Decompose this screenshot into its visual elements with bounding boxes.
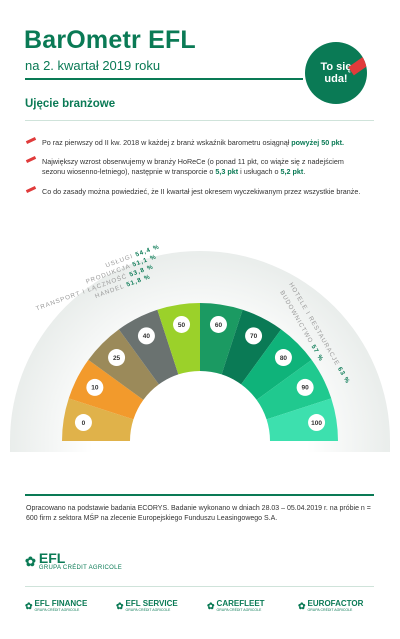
brand-sub: GRUPA CRÉDIT AGRICOLE bbox=[216, 608, 262, 612]
brand-eurofactor: ✿ EUROFACTOR GRUPA CRÉDIT AGRICOLE bbox=[298, 599, 364, 613]
brand-efl-finance: ✿ EFL FINANCE GRUPA CRÉDIT AGRICOLE bbox=[25, 599, 88, 613]
tick-bubble bbox=[245, 327, 263, 345]
gauge-segment bbox=[68, 359, 144, 420]
badge-line-2: uda! bbox=[324, 73, 348, 85]
slogan-badge: To się uda! bbox=[305, 42, 367, 104]
bullet-3-text: Co do zasady można powiedzieć, że II kwa… bbox=[42, 187, 361, 196]
brand-name: EFL FINANCE bbox=[34, 599, 88, 608]
brand-sub: GRUPA CRÉDIT AGRICOLE bbox=[125, 608, 171, 612]
gauge-segment bbox=[241, 329, 312, 400]
section-divider bbox=[25, 120, 374, 121]
brands-divider bbox=[25, 586, 374, 587]
tick-bubble bbox=[86, 378, 104, 396]
tick-bubble bbox=[308, 414, 326, 432]
credit-agricole-icon: ✿ bbox=[25, 553, 36, 569]
logo-name: EFL bbox=[38, 550, 66, 566]
gauge-segment bbox=[62, 398, 134, 441]
bullet-1-bold: powyżej 50 pkt. bbox=[291, 138, 345, 147]
tick-label: 50 bbox=[178, 322, 186, 329]
gauge-segment bbox=[200, 303, 243, 375]
credit-agricole-icon: ✿ bbox=[25, 600, 33, 611]
gauge-segments bbox=[62, 303, 338, 441]
bullet-2-end: . bbox=[303, 167, 306, 176]
brand-sub: GRUPA CRÉDIT AGRICOLE bbox=[34, 608, 80, 612]
tick-bubble bbox=[74, 414, 92, 432]
brand-carefleet: ✿ CAREFLEET GRUPA CRÉDIT AGRICOLE bbox=[207, 599, 265, 613]
brand-name: CAREFLEET bbox=[216, 599, 265, 608]
bullet-2-bold-2: 5,2 pkt bbox=[280, 167, 304, 176]
tick-bubble bbox=[173, 315, 191, 333]
bullet-marker bbox=[25, 156, 37, 163]
gauge-segment bbox=[118, 309, 179, 385]
tick-label: 70 bbox=[250, 333, 258, 340]
brand-sub: GRUPA CRÉDIT AGRICOLE bbox=[307, 608, 353, 612]
brand-efl-service: ✿ EFL SERVICE GRUPA CRÉDIT AGRICOLE bbox=[116, 599, 178, 613]
bullet-marker bbox=[25, 137, 37, 144]
header-divider bbox=[25, 78, 303, 80]
tick-label: 100 bbox=[311, 420, 322, 427]
gauge-segment bbox=[266, 398, 338, 441]
bullet-2-text: Największy wzrost obserwujemy w branży H… bbox=[42, 157, 344, 176]
brand-name: EFL SERVICE bbox=[125, 599, 178, 608]
page-subtitle: na 2. kwartał 2019 roku bbox=[25, 58, 161, 73]
tick-label: 25 bbox=[113, 355, 121, 362]
gauge-segment bbox=[256, 359, 332, 420]
logo-sub: GRUPA CRÉDIT AGRICOLE bbox=[38, 565, 123, 571]
section-title: Ujęcie branżowe bbox=[25, 98, 116, 110]
tick-label: 0 bbox=[82, 420, 86, 427]
gauge-tick-labels: 0 10 25 40 50 60 70 80 90 100 bbox=[74, 315, 326, 432]
tick-label: 80 bbox=[280, 355, 288, 362]
tick-bubble bbox=[209, 315, 227, 333]
bullet-1-text: Po raz pierwszy od II kw. 2018 w każdej … bbox=[42, 138, 292, 147]
credit-agricole-icon: ✿ bbox=[116, 600, 124, 611]
tick-bubble bbox=[274, 349, 292, 367]
tick-bubble bbox=[296, 378, 314, 396]
credit-agricole-icon: ✿ bbox=[207, 600, 215, 611]
bullet-2-bold-1: 5,3 pkt bbox=[215, 167, 239, 176]
bullet-3: Co do zasady można powiedzieć, że II kwa… bbox=[25, 186, 368, 197]
tick-bubble bbox=[108, 349, 126, 367]
gauge-segment bbox=[88, 329, 159, 400]
tick-label: 60 bbox=[215, 322, 223, 329]
footnote: Opracowano na podstawie badania ECORYS. … bbox=[26, 505, 371, 522]
page-title: BarOmetr EFL bbox=[24, 26, 196, 54]
badge-stripe bbox=[348, 54, 367, 76]
badge-line-1: To się bbox=[320, 61, 352, 73]
gauge-segment bbox=[221, 309, 282, 385]
tick-label: 10 bbox=[91, 385, 99, 392]
footnote-divider bbox=[25, 494, 374, 496]
brand-name: EUROFACTOR bbox=[307, 599, 364, 608]
tick-label: 90 bbox=[302, 385, 310, 392]
tick-bubble bbox=[137, 327, 155, 345]
bullet-2: Największy wzrost obserwujemy w branży H… bbox=[25, 156, 368, 177]
bullet-2-mid: i usługach o bbox=[238, 167, 281, 176]
efl-logo: ✿ EFL GRUPA CRÉDIT AGRICOLE bbox=[25, 550, 123, 571]
bullet-1: Po raz pierwszy od II kw. 2018 w każdej … bbox=[25, 137, 368, 148]
credit-agricole-icon: ✿ bbox=[298, 600, 306, 611]
gauge-segment bbox=[157, 303, 200, 375]
tick-label: 40 bbox=[143, 333, 151, 340]
bullet-marker bbox=[25, 186, 37, 193]
